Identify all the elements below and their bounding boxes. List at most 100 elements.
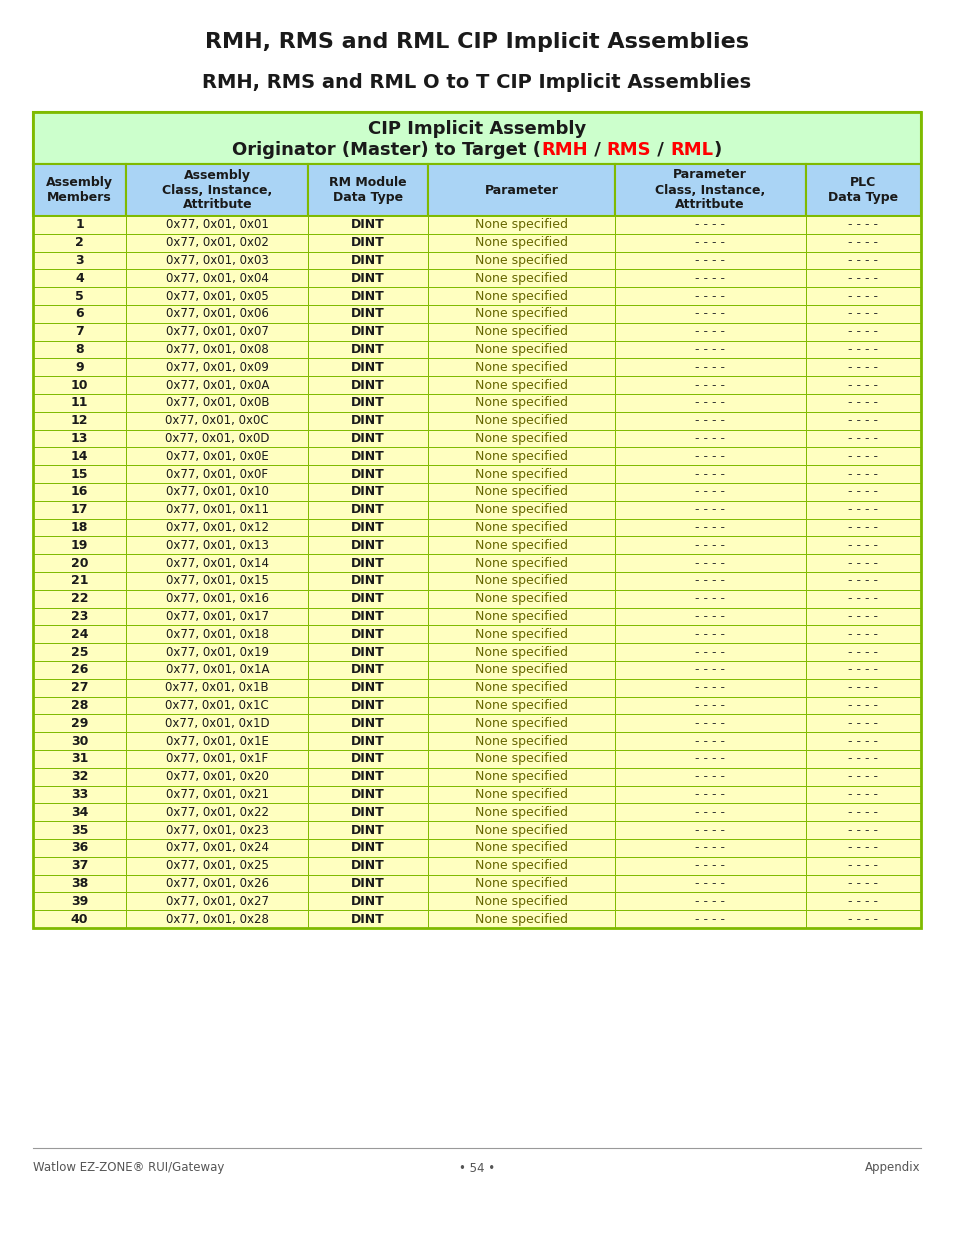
Bar	[428, 697, 614, 714]
Bar	[428, 643, 614, 661]
Bar	[126, 750, 308, 768]
Bar	[126, 821, 308, 839]
Text: None specified: None specified	[475, 593, 567, 605]
Text: None specified: None specified	[475, 824, 567, 836]
Bar	[428, 466, 614, 483]
Bar	[308, 216, 428, 233]
Bar	[126, 874, 308, 893]
Bar	[428, 483, 614, 501]
Text: • 54 •: • 54 •	[458, 1161, 495, 1174]
Text: - - - -: - - - -	[847, 272, 878, 285]
Text: 39: 39	[71, 895, 88, 908]
Text: 0x77, 0x01, 0x14: 0x77, 0x01, 0x14	[166, 557, 269, 569]
Text: - - - -: - - - -	[847, 841, 878, 855]
Text: DINT: DINT	[351, 503, 385, 516]
Text: 0x77, 0x01, 0x17: 0x77, 0x01, 0x17	[166, 610, 269, 622]
Text: None specified: None specified	[475, 503, 567, 516]
Text: 0x77, 0x01, 0x22: 0x77, 0x01, 0x22	[166, 805, 269, 819]
Text: DINT: DINT	[351, 432, 385, 445]
Bar	[308, 785, 428, 804]
Bar	[804, 216, 920, 233]
Bar	[33, 608, 126, 625]
Text: 0x77, 0x01, 0x1D: 0x77, 0x01, 0x1D	[165, 716, 270, 730]
Bar	[308, 466, 428, 483]
Text: 0x77, 0x01, 0x07: 0x77, 0x01, 0x07	[166, 325, 269, 338]
Text: RMS: RMS	[606, 141, 651, 159]
Bar	[33, 874, 126, 893]
Bar	[308, 411, 428, 430]
Bar	[804, 572, 920, 590]
Bar	[33, 714, 126, 732]
Text: 34: 34	[71, 805, 89, 819]
Text: DINT: DINT	[351, 860, 385, 872]
Text: 0x77, 0x01, 0x1E: 0x77, 0x01, 0x1E	[166, 735, 269, 747]
Bar	[614, 714, 804, 732]
Bar	[428, 572, 614, 590]
Bar	[804, 839, 920, 857]
Text: 7: 7	[75, 325, 84, 338]
Text: - - - -: - - - -	[695, 485, 724, 499]
Text: None specified: None specified	[475, 913, 567, 925]
Text: Originator (Master) to Target (: Originator (Master) to Target (	[232, 141, 540, 159]
Bar	[126, 358, 308, 377]
Bar	[33, 377, 126, 394]
Bar	[804, 608, 920, 625]
Text: - - - -: - - - -	[847, 663, 878, 677]
Text: DINT: DINT	[351, 841, 385, 855]
Bar	[33, 164, 126, 216]
Text: 0x77, 0x01, 0x13: 0x77, 0x01, 0x13	[166, 538, 269, 552]
Text: 36: 36	[71, 841, 88, 855]
Bar	[33, 625, 126, 643]
Text: None specified: None specified	[475, 682, 567, 694]
Bar	[614, 857, 804, 874]
Text: 0x77, 0x01, 0x11: 0x77, 0x01, 0x11	[166, 503, 269, 516]
Text: DINT: DINT	[351, 361, 385, 374]
Bar	[804, 821, 920, 839]
Text: DINT: DINT	[351, 396, 385, 409]
Text: - - - -: - - - -	[847, 895, 878, 908]
Bar	[308, 377, 428, 394]
Text: DINT: DINT	[351, 771, 385, 783]
Text: 0x77, 0x01, 0x0A: 0x77, 0x01, 0x0A	[166, 379, 269, 391]
Text: 26: 26	[71, 663, 89, 677]
Bar	[33, 501, 126, 519]
Text: None specified: None specified	[475, 663, 567, 677]
Text: RMH: RMH	[540, 141, 587, 159]
Text: None specified: None specified	[475, 877, 567, 890]
Bar	[614, 233, 804, 252]
Bar	[33, 679, 126, 697]
Text: CIP Implicit Assembly: CIP Implicit Assembly	[368, 120, 585, 138]
Text: - - - -: - - - -	[695, 752, 724, 766]
Text: - - - -: - - - -	[847, 557, 878, 569]
Text: 11: 11	[71, 396, 89, 409]
Bar	[804, 341, 920, 358]
Text: - - - -: - - - -	[695, 646, 724, 658]
Bar	[126, 164, 308, 216]
Bar	[308, 252, 428, 269]
Text: - - - -: - - - -	[695, 895, 724, 908]
Bar	[614, 590, 804, 608]
Bar	[804, 555, 920, 572]
Bar	[428, 768, 614, 785]
Bar	[33, 430, 126, 447]
Text: DINT: DINT	[351, 450, 385, 463]
Text: 0x77, 0x01, 0x12: 0x77, 0x01, 0x12	[166, 521, 269, 534]
Text: DINT: DINT	[351, 824, 385, 836]
Text: - - - -: - - - -	[695, 735, 724, 747]
Text: None specified: None specified	[475, 468, 567, 480]
Text: - - - -: - - - -	[695, 627, 724, 641]
Text: - - - -: - - - -	[847, 788, 878, 802]
Bar	[308, 804, 428, 821]
Bar	[614, 394, 804, 411]
Text: DINT: DINT	[351, 913, 385, 925]
Bar	[33, 804, 126, 821]
Bar	[428, 679, 614, 697]
Text: 9: 9	[75, 361, 84, 374]
Bar	[126, 643, 308, 661]
Bar	[804, 358, 920, 377]
Text: Assembly
Class, Instance,
Attritbute: Assembly Class, Instance, Attritbute	[162, 168, 273, 211]
Bar	[614, 572, 804, 590]
Bar	[428, 233, 614, 252]
Text: 0x77, 0x01, 0x08: 0x77, 0x01, 0x08	[166, 343, 269, 356]
Bar	[33, 821, 126, 839]
